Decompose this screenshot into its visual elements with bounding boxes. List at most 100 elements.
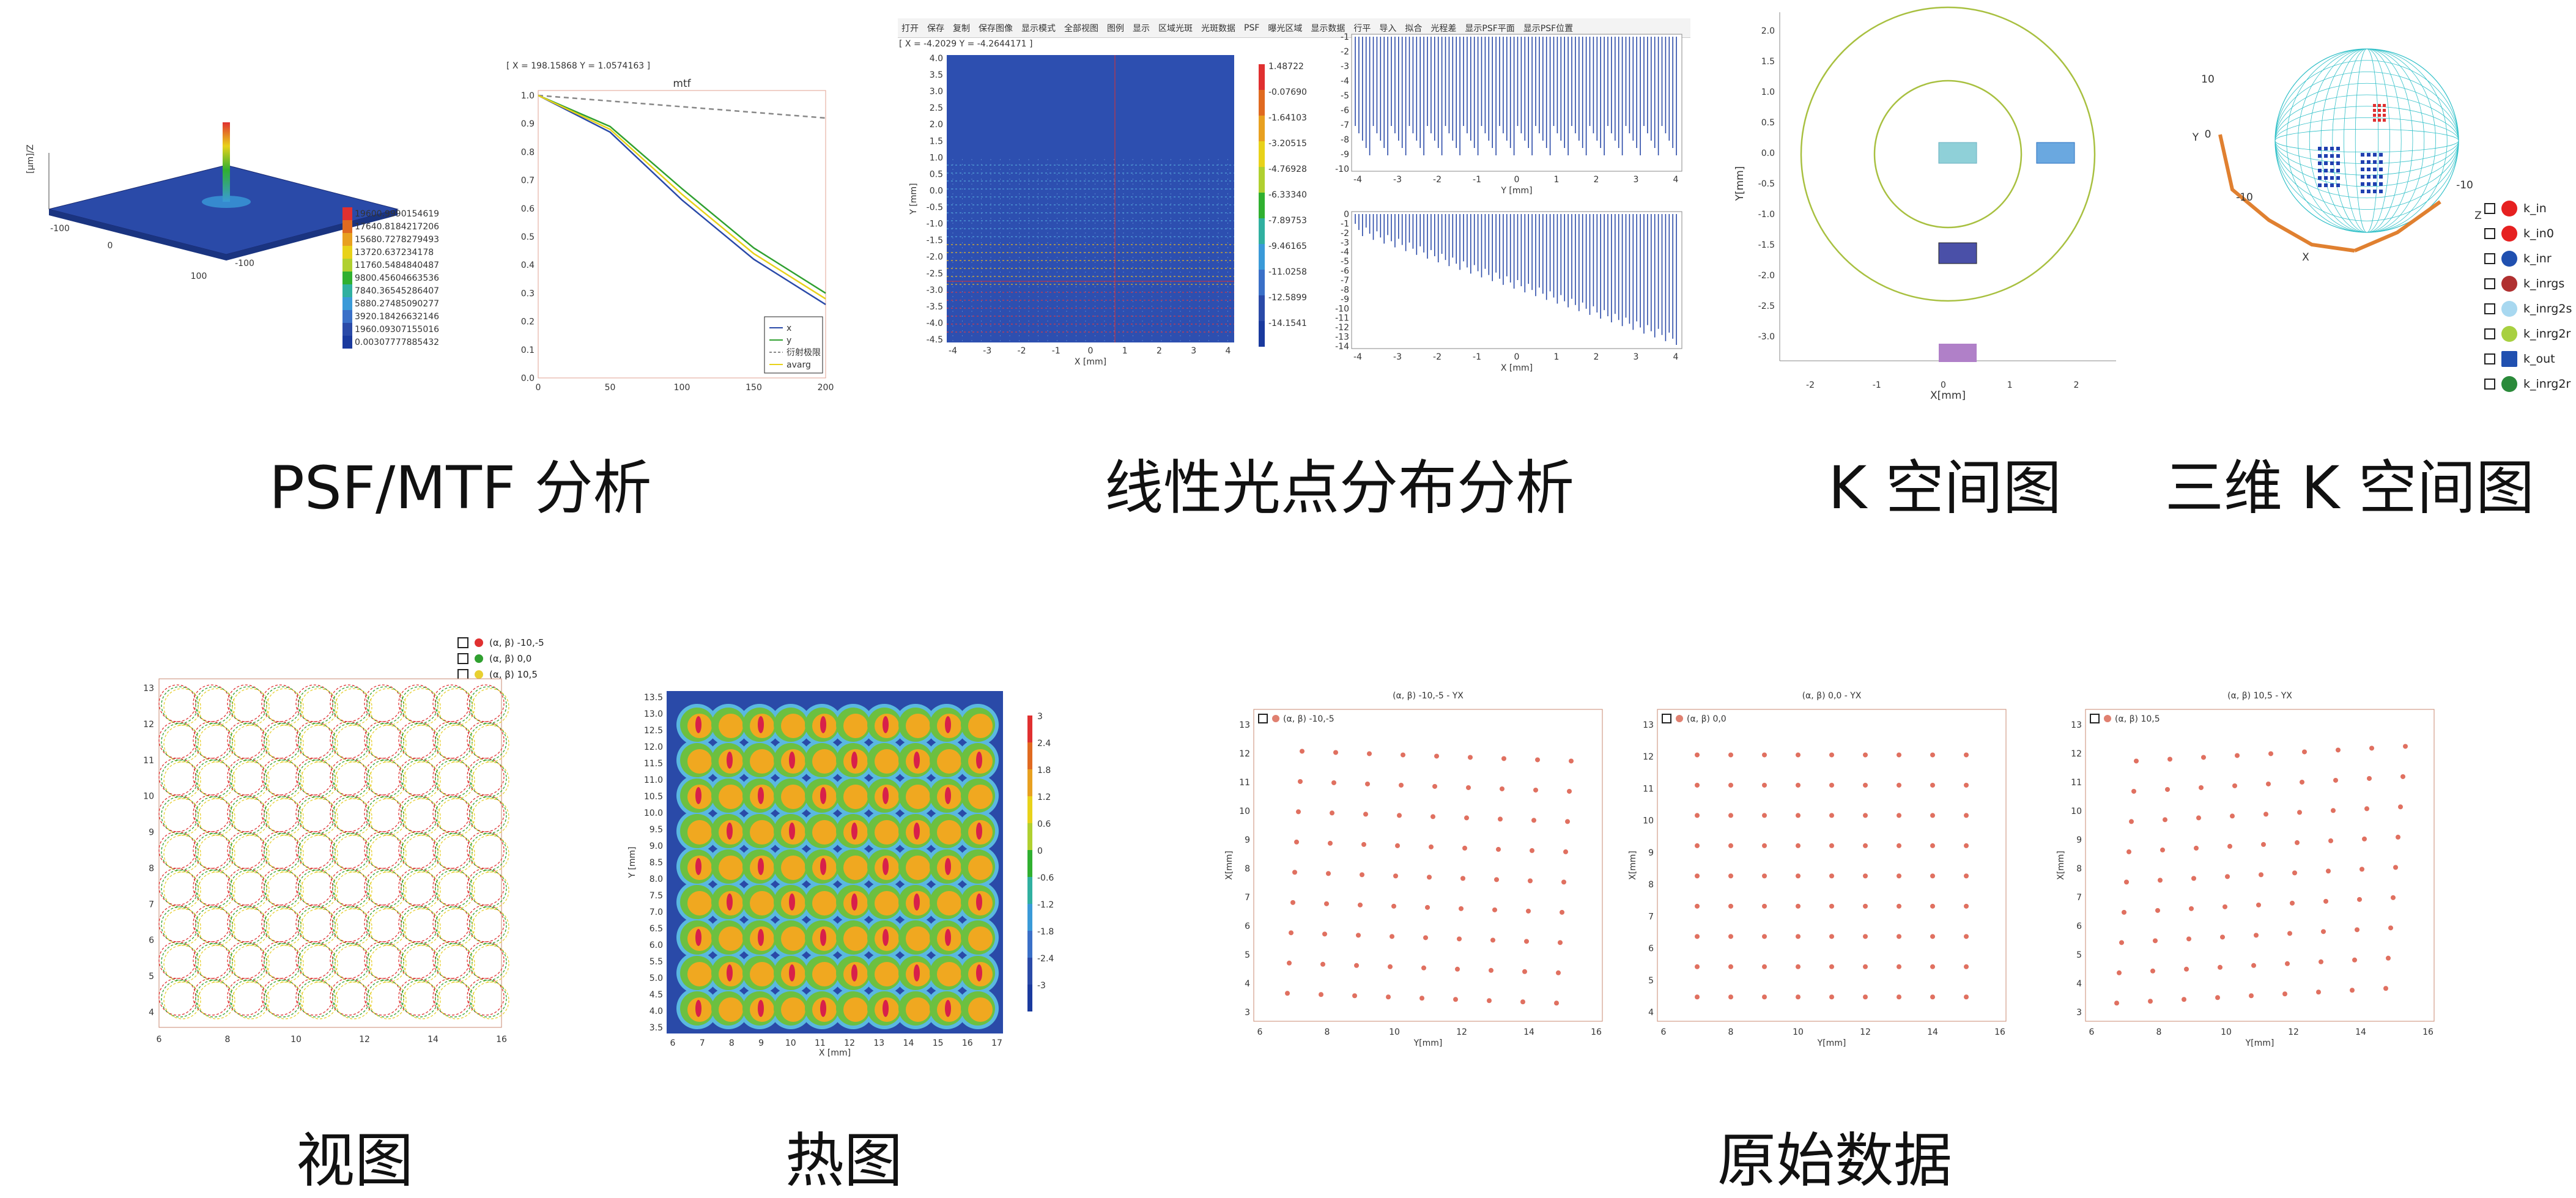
toolbar-item[interactable]: 显示 <box>1133 23 1150 34</box>
k3d-legend-item[interactable]: k_inrgs <box>2484 276 2564 292</box>
sphere-meridian <box>2332 48 2402 233</box>
raw-point <box>1796 782 1801 788</box>
checkbox[interactable] <box>2484 303 2495 314</box>
toolbar-item[interactable]: 行平 <box>1353 23 1371 34</box>
raw-point <box>1728 782 1733 788</box>
heat-colorbar-label: -3 <box>1037 981 1046 991</box>
legend-swatch <box>2501 226 2517 242</box>
heat-blob-peak <box>758 1000 764 1017</box>
raw-y-tick: 12 <box>1239 749 1250 759</box>
view-spot-circle <box>435 686 473 724</box>
ls-y-tick: 3.5 <box>930 70 943 80</box>
raw-y-tick: 3 <box>2076 1008 2082 1018</box>
heat-x-tick: 15 <box>933 1038 944 1048</box>
toolbar-item[interactable]: 显示PSF位置 <box>1523 23 1574 34</box>
toolbar-item[interactable]: 显示数据 <box>1311 23 1345 34</box>
kspace3d-point <box>2373 190 2377 193</box>
toolbar-item[interactable]: 复制 <box>953 23 970 34</box>
raw-point <box>2114 1000 2119 1006</box>
heat-y-tick: 9.0 <box>650 841 663 851</box>
kspace3d-point <box>2324 183 2328 187</box>
k3d-legend-item[interactable]: k_inrg2s <box>2484 301 2572 317</box>
raw-point <box>2328 838 2333 843</box>
checkbox[interactable] <box>2484 328 2495 339</box>
kspace-y-tick: 1.0 <box>1761 87 1775 97</box>
toolbar-item[interactable]: 打开 <box>901 23 919 34</box>
view-spot-circle <box>266 688 304 726</box>
view-y-tick: 13 <box>143 684 154 693</box>
raw-point <box>2225 874 2230 879</box>
k3d-legend-item[interactable]: k_out <box>2484 351 2555 367</box>
view-y-tick: 4 <box>149 1008 154 1018</box>
view-y-tick: 8 <box>149 863 154 873</box>
view-spot-circle <box>403 688 441 726</box>
psf-3d-plot: [µm]/Z -100 0 100 -100 19600.9990154619 17640.… <box>26 122 439 349</box>
view-spot-circle <box>300 871 338 909</box>
raw-point <box>1569 758 1574 764</box>
k3d-legend-item[interactable]: k_in <box>2484 201 2547 216</box>
kspace3d-point <box>2379 182 2383 186</box>
ls-y-tick: 2.5 <box>930 103 943 113</box>
profile-x-tick: -2 <box>1433 175 1442 185</box>
k3d-legend-item[interactable]: k_inrg2r <box>2484 326 2570 342</box>
raw-point <box>1695 994 1700 1000</box>
raw-point <box>1930 994 1935 1000</box>
heat-blob-peak <box>695 1000 701 1017</box>
view-spot-circle <box>369 945 407 983</box>
toolbar-item[interactable]: 图例 <box>1107 23 1124 34</box>
toolbar-item[interactable]: 拟合 <box>1405 23 1423 34</box>
raw-point <box>1897 843 1901 848</box>
kspace3d-point <box>2379 168 2383 171</box>
checkbox[interactable] <box>2484 228 2495 239</box>
heat-blob-core <box>843 997 868 1022</box>
raw-point <box>2189 906 2194 911</box>
heat-blob-core <box>750 820 774 845</box>
heat-y-tick: 8.5 <box>650 858 663 868</box>
heat-blob-peak <box>851 823 857 840</box>
raw-point <box>1390 934 1394 939</box>
heat-blob-core <box>750 891 774 915</box>
heat-y-tick: 5.0 <box>650 974 663 983</box>
toolbar-item[interactable]: 光斑数据 <box>1201 23 1235 34</box>
raw-legend-swatch <box>1676 715 1683 722</box>
toolbar-item[interactable]: 光程差 <box>1430 23 1457 34</box>
toolbar-item[interactable]: 保存 <box>927 23 944 34</box>
toolbar-item[interactable]: 显示模式 <box>1021 23 1056 34</box>
checkbox[interactable] <box>457 637 468 648</box>
checkbox[interactable] <box>2484 253 2495 264</box>
k3d-legend-item[interactable]: k_in0 <box>2484 226 2554 242</box>
view-x-tick: 12 <box>359 1035 370 1045</box>
view-legend-item[interactable]: (α, β) -10,-5 <box>457 637 544 648</box>
raw-x-label: Y[mm] <box>2245 1038 2274 1048</box>
view-legend-item[interactable]: (α, β) 10,5 <box>457 669 538 680</box>
toolbar-item[interactable]: 曝光区域 <box>1268 23 1303 34</box>
raw-point <box>1457 936 1462 942</box>
caption-raw: 原始数据 <box>1717 1126 1952 1195</box>
kspace-x-tick: -2 <box>1806 380 1815 390</box>
toolbar-item[interactable]: PSF <box>1244 23 1260 33</box>
ls-colorbar-swatch <box>1259 321 1265 347</box>
sphere-parallel <box>2274 117 2459 164</box>
checkbox[interactable] <box>2484 353 2495 364</box>
k3d-legend-item[interactable]: k_inr <box>2484 251 2552 267</box>
checkbox[interactable] <box>457 653 468 664</box>
heat-blob-core <box>719 997 743 1022</box>
checkbox[interactable] <box>2484 278 2495 289</box>
view-spot-circle <box>330 868 368 906</box>
heat-blob-peak <box>727 964 733 982</box>
toolbar-item[interactable]: 全部视图 <box>1064 23 1098 34</box>
raw-point <box>1292 870 1297 875</box>
raw-x-tick: 10 <box>1389 1027 1400 1037</box>
toolbar-item[interactable]: 导入 <box>1379 23 1397 34</box>
toolbar-item[interactable]: 保存图像 <box>979 23 1013 34</box>
view-spot-circle <box>330 684 368 722</box>
k3d-legend-item[interactable]: k_inrg2r <box>2484 376 2570 392</box>
raw-point <box>1796 843 1801 848</box>
toolbar-item[interactable]: 区域光斑 <box>1158 23 1193 34</box>
mtf-x-tick: 0 <box>536 383 541 390</box>
toolbar-item[interactable]: 显示PSF平面 <box>1465 23 1515 34</box>
view-legend-item[interactable]: (α, β) 0,0 <box>457 653 531 664</box>
view-spot-circle <box>198 945 235 983</box>
checkbox[interactable] <box>2484 379 2495 390</box>
checkbox[interactable] <box>2484 203 2495 214</box>
